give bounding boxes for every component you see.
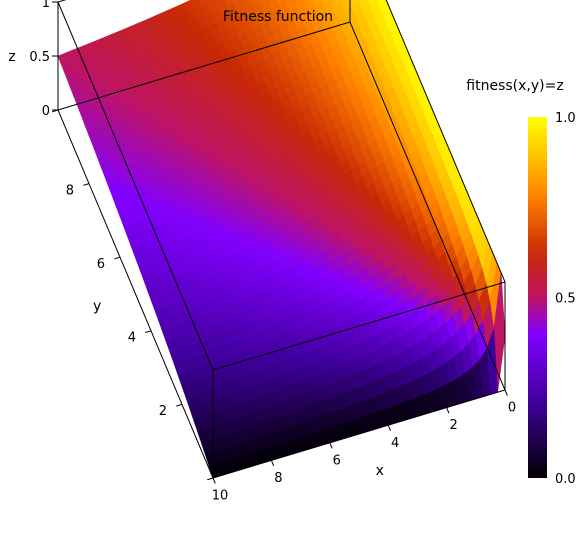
x-tick-mark [330, 443, 332, 449]
x-tick-label: 8 [274, 471, 282, 486]
z-tick-label: 0 [42, 104, 50, 119]
colorbar-tick-label: 1.0 [555, 111, 576, 126]
colorbar-tick-label: 0.5 [555, 292, 576, 307]
y-tick-mark [207, 478, 213, 480]
y-axis-label: y [93, 299, 101, 315]
x-tick-mark [271, 460, 273, 466]
y-tick-label: 4 [128, 331, 136, 346]
y-tick-mark [83, 184, 89, 186]
y-tick-mark [114, 257, 120, 259]
surface-layer [58, 0, 505, 478]
x-tick-label: 4 [391, 436, 399, 451]
x-tick-label: 6 [333, 453, 341, 468]
y-tick-label: 2 [159, 404, 167, 419]
z-tick-label: 0.5 [29, 50, 50, 65]
x-axis-label: x [376, 463, 384, 479]
x-tick-mark [213, 478, 215, 484]
z-tick-label: 1 [42, 0, 50, 11]
colorbar-gradient [528, 117, 547, 478]
x-tick-label: 0 [508, 401, 516, 416]
x-tick-label: 2 [449, 418, 457, 433]
x-tick-mark [447, 408, 449, 414]
y-tick-label: 6 [97, 257, 105, 272]
chart-title: Fitness function [223, 9, 333, 25]
colorbar-tick-label: 0.0 [555, 472, 576, 487]
x-tick-label: 10 [212, 489, 229, 504]
y-tick-label: 8 [66, 183, 74, 198]
y-tick-mark [176, 404, 182, 406]
x-tick-mark [388, 425, 390, 431]
z-axis-label: z [8, 49, 15, 65]
x-tick-mark [505, 390, 507, 396]
y-tick-mark [145, 331, 151, 333]
colorbar-label: fitness(x,y)=z [466, 78, 563, 94]
